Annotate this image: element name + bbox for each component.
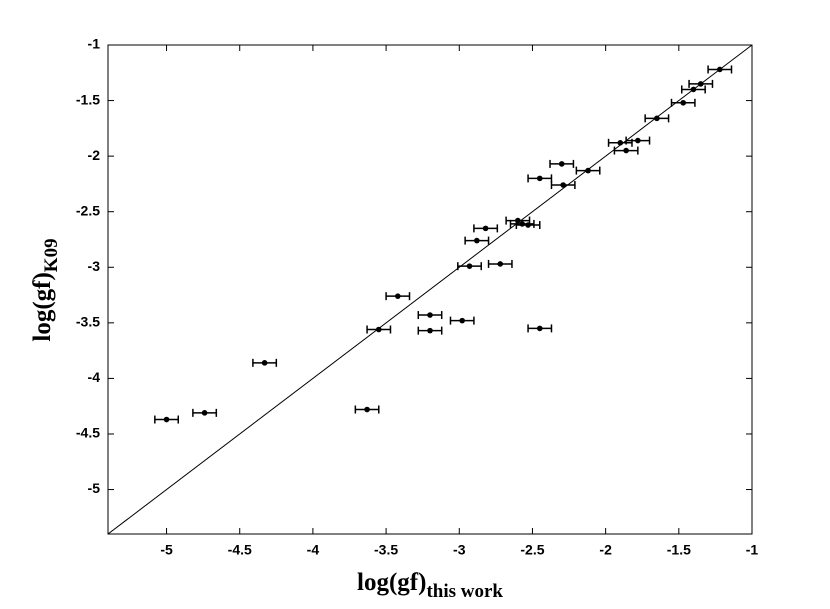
y-tick-label: -3.5 — [76, 314, 100, 330]
x-tick-label: -4 — [307, 542, 320, 558]
point — [364, 406, 370, 413]
point — [497, 261, 504, 267]
point — [585, 167, 591, 174]
y-tick-label: -4 — [88, 369, 101, 385]
point — [201, 410, 208, 416]
x-tick-label: -2 — [599, 542, 612, 558]
point — [427, 312, 433, 318]
point — [163, 416, 170, 423]
y-label-subscript: K09 — [41, 238, 62, 272]
x-tick-label: -2.5 — [520, 542, 544, 558]
point — [697, 81, 704, 87]
point — [519, 221, 526, 227]
y-axis-label: log(gf)K09 — [29, 238, 62, 341]
point — [690, 86, 697, 93]
point — [375, 326, 382, 333]
y-tick-label: -1 — [88, 36, 101, 52]
y-tick-label: -2.5 — [76, 202, 100, 218]
y-label-main: log(gf) — [29, 272, 56, 341]
point — [558, 161, 565, 167]
x-tick-label: -5 — [160, 542, 173, 558]
y-tick-label: -2 — [88, 147, 101, 163]
point — [536, 175, 543, 182]
x-tick-label: -3.5 — [374, 542, 398, 558]
y-tick-label: -5 — [88, 480, 101, 496]
point — [560, 182, 566, 188]
x-label-subscript: this work — [426, 581, 503, 602]
y-tick-label: -1.5 — [76, 91, 100, 107]
x-tick-label: -3 — [453, 542, 466, 558]
x-axis-label: log(gf)this work — [357, 569, 503, 602]
point — [466, 263, 473, 269]
point — [654, 115, 660, 122]
point — [474, 237, 480, 244]
point — [617, 140, 624, 146]
y-tick-label: -3 — [88, 258, 101, 274]
x-label-main: log(gf) — [357, 569, 426, 596]
point — [680, 99, 687, 106]
point — [395, 293, 401, 299]
point — [427, 327, 433, 334]
x-tick-label: -4.5 — [228, 542, 252, 558]
y-tick-label: -4.5 — [76, 425, 100, 441]
plot-frame — [107, 44, 753, 535]
point — [717, 66, 723, 73]
point — [261, 360, 268, 366]
point — [623, 147, 629, 154]
point — [459, 317, 466, 324]
x-tick-label: -1.5 — [667, 542, 691, 558]
point — [536, 325, 543, 332]
point — [482, 225, 489, 232]
point — [635, 137, 641, 144]
identity-line — [107, 44, 753, 535]
x-tick-label: -1 — [746, 542, 759, 558]
point — [525, 222, 531, 228]
